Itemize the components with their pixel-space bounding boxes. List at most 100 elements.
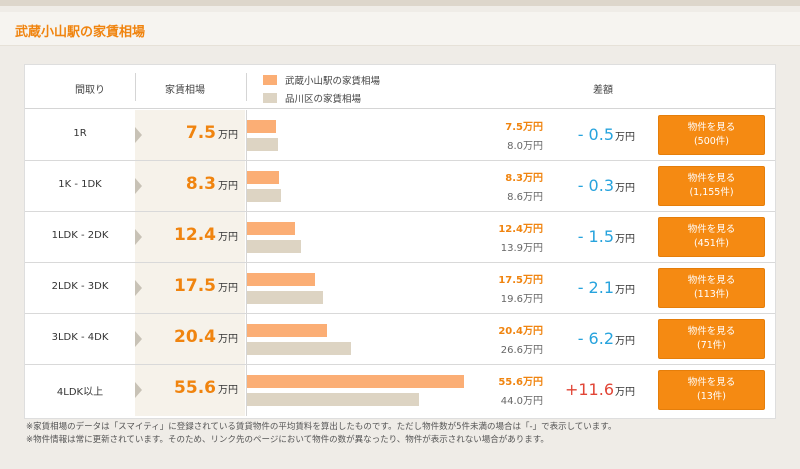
soba-cell: 12.4 万円 — [135, 212, 245, 262]
soba-number: 20.4 — [174, 327, 216, 347]
header-sagaku: 差額 — [593, 85, 613, 96]
soba-number: 17.5 — [174, 276, 216, 296]
bar-axis — [246, 365, 247, 416]
view-properties-button[interactable]: 物件を見る (13件) — [658, 370, 765, 410]
soba-unit: 万円 — [218, 130, 238, 141]
soba-unit: 万円 — [218, 181, 238, 192]
bar-local — [247, 171, 279, 184]
soba-cell: 55.6 万円 — [135, 365, 245, 416]
arrow-right-icon — [135, 178, 142, 194]
diff-value: - 6.2万円 — [545, 329, 635, 348]
header-soba: 家賃相場 — [165, 85, 205, 96]
soba-value: 55.6 万円 — [135, 378, 238, 398]
soba-cell: 8.3 万円 — [135, 161, 245, 211]
diff-number: +11.6 — [564, 380, 614, 399]
madori-cell: 2LDK - 3DK — [25, 263, 135, 313]
arrow-right-icon — [135, 382, 142, 398]
madori-label: 3LDK - 4DK — [51, 332, 109, 343]
button-count: (113件) — [693, 289, 730, 300]
diff-unit: 万円 — [615, 285, 635, 296]
view-properties-button[interactable]: 物件を見る (451件) — [658, 217, 765, 257]
soba-number: 7.5 — [185, 123, 216, 143]
soba-cell: 17.5 万円 — [135, 263, 245, 313]
diff-unit: 万円 — [615, 234, 635, 245]
soba-cell: 7.5 万円 — [135, 110, 245, 160]
button-label: 物件を見る — [687, 377, 736, 388]
bar-ward — [247, 240, 301, 253]
soba-unit: 万円 — [218, 334, 238, 345]
arrow-right-icon — [135, 229, 142, 245]
diff-value: +11.6万円 — [545, 380, 635, 399]
bar-ward — [247, 393, 419, 406]
value-local: 55.6万円 — [498, 377, 543, 388]
button-label: 物件を見る — [687, 173, 736, 184]
section-header: 武蔵小山駅の家賃相場 — [0, 12, 800, 46]
table-header: 間取り 家賃相場 武蔵小山駅の家賃相場 品川区の家賃相場 差額 — [25, 65, 775, 109]
button-count: (451件) — [693, 238, 730, 249]
view-properties-button[interactable]: 物件を見る (71件) — [658, 319, 765, 359]
bar-local — [247, 273, 315, 286]
soba-unit: 万円 — [218, 385, 238, 396]
diff-unit: 万円 — [615, 183, 635, 194]
page-title: 武蔵小山駅の家賃相場 — [15, 25, 146, 40]
table-row: 1R 7.5 万円 7.5万円 8.0万円 - 0.5万円 物件を見る (500件) — [25, 110, 775, 161]
legend-swatch-local — [263, 75, 277, 85]
value-ward: 44.0万円 — [500, 396, 543, 407]
diff-number: - 1.5 — [577, 227, 614, 246]
soba-number: 8.3 — [185, 174, 216, 194]
diff-unit: 万円 — [615, 387, 635, 398]
button-label: 物件を見る — [687, 275, 736, 286]
value-local: 20.4万円 — [498, 326, 543, 337]
button-count: (71件) — [696, 340, 726, 351]
soba-value: 17.5 万円 — [135, 276, 238, 296]
soba-unit: 万円 — [218, 232, 238, 243]
soba-unit: 万円 — [218, 283, 238, 294]
soba-value: 7.5 万円 — [135, 123, 238, 143]
footnote: ※物件情報は常に更新されています。そのため、リンク先のページにおいて物件の数が異… — [26, 435, 549, 445]
arrow-right-icon — [135, 331, 142, 347]
soba-value: 20.4 万円 — [135, 327, 238, 347]
legend-item-ward: 品川区の家賃相場 — [263, 91, 380, 105]
diff-number: - 0.3 — [577, 176, 614, 195]
button-label: 物件を見る — [687, 326, 736, 337]
value-ward: 26.6万円 — [500, 345, 543, 356]
view-properties-button[interactable]: 物件を見る (500件) — [658, 115, 765, 155]
table-row: 4LDK以上 55.6 万円 55.6万円 44.0万円 +11.6万円 物件を見る (13件… — [25, 365, 775, 416]
bar-ward — [247, 138, 278, 151]
legend-label-local: 武蔵小山駅の家賃相場 — [285, 76, 381, 87]
soba-value: 12.4 万円 — [135, 225, 238, 245]
bar-local — [247, 375, 464, 388]
soba-cell: 20.4 万円 — [135, 314, 245, 364]
header-divider — [135, 73, 136, 101]
table-row: 2LDK - 3DK 17.5 万円 17.5万円 19.6万円 - 2.1万円 物件を見る… — [25, 263, 775, 314]
diff-number: - 0.5 — [577, 125, 614, 144]
legend-label-ward: 品川区の家賃相場 — [285, 94, 362, 105]
value-local: 17.5万円 — [498, 275, 543, 286]
madori-cell: 3LDK - 4DK — [25, 314, 135, 364]
bar-axis — [246, 161, 247, 211]
madori-label: 2LDK - 3DK — [51, 281, 109, 292]
soba-number: 55.6 — [174, 378, 216, 398]
bar-ward — [247, 342, 351, 355]
bar-local — [247, 324, 327, 337]
legend-item-local: 武蔵小山駅の家賃相場 — [263, 73, 380, 87]
madori-cell: 1K - 1DK — [25, 161, 135, 211]
value-local: 8.3万円 — [505, 173, 543, 184]
diff-unit: 万円 — [615, 132, 635, 143]
rent-table: 間取り 家賃相場 武蔵小山駅の家賃相場 品川区の家賃相場 差額 1R 7.5 万円 7… — [24, 64, 776, 419]
diff-value: - 0.5万円 — [545, 125, 635, 144]
top-border — [0, 0, 800, 6]
madori-label: 1LDK - 2DK — [51, 230, 109, 241]
button-label: 物件を見る — [687, 122, 736, 133]
madori-label: 1K - 1DK — [58, 179, 102, 190]
view-properties-button[interactable]: 物件を見る (113件) — [658, 268, 765, 308]
value-ward: 19.6万円 — [500, 294, 543, 305]
button-count: (13件) — [696, 391, 726, 402]
view-properties-button[interactable]: 物件を見る (1,155件) — [658, 166, 765, 206]
value-ward: 8.6万円 — [507, 192, 543, 203]
diff-unit: 万円 — [615, 336, 635, 347]
table-row: 1K - 1DK 8.3 万円 8.3万円 8.6万円 - 0.3万円 物件を見る (1,15… — [25, 161, 775, 212]
header-divider — [246, 73, 247, 101]
arrow-right-icon — [135, 127, 142, 143]
